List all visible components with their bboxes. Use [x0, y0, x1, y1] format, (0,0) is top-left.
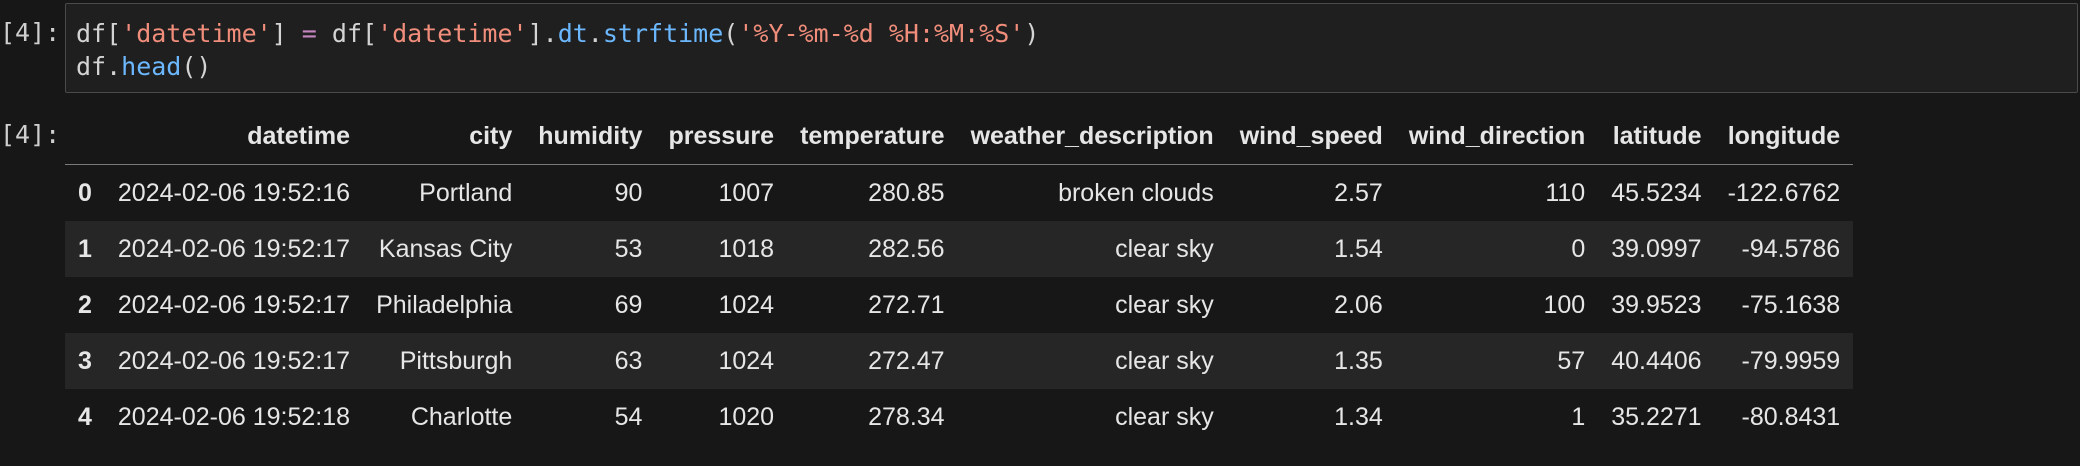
- table-row: 2 2024-02-06 19:52:17 Philadelphia 69 10…: [65, 277, 1854, 333]
- table-cell: 40.4406: [1611, 346, 1702, 375]
- table-cell: 2024-02-06 19:52:18: [117, 402, 351, 431]
- table-cell: 63: [614, 346, 643, 375]
- table-cell: 1: [1571, 402, 1586, 431]
- table-cell: clear sky: [1115, 290, 1214, 319]
- column-header: wind_speed: [1226, 108, 1396, 165]
- dataframe-table: datetime city humidity pressure temperat…: [65, 108, 1854, 445]
- column-header: temperature: [787, 108, 958, 165]
- row-index: 3: [78, 346, 92, 375]
- table-cell: 1007: [718, 178, 775, 207]
- column-header: latitude: [1598, 108, 1715, 165]
- column-header: datetime: [104, 108, 364, 165]
- cell-output: datetime city humidity pressure temperat…: [65, 108, 1854, 445]
- table-cell: 0: [1571, 234, 1586, 263]
- row-index: 4: [78, 402, 92, 431]
- table-cell: 2024-02-06 19:52:17: [117, 234, 351, 263]
- table-cell: 2024-02-06 19:52:17: [117, 346, 351, 375]
- table-cell: clear sky: [1115, 346, 1214, 375]
- column-header: longitude: [1714, 108, 1854, 165]
- input-prompt: [4]:: [0, 18, 61, 47]
- table-cell: Pittsburgh: [399, 346, 513, 375]
- table-cell: 1024: [718, 290, 775, 319]
- table-cell: Charlotte: [410, 402, 513, 431]
- table-cell: 69: [614, 290, 643, 319]
- row-index: 2: [78, 290, 92, 319]
- table-cell: 272.47: [868, 346, 945, 375]
- table-cell: 100: [1543, 290, 1586, 319]
- column-header: [65, 108, 105, 165]
- table-cell: 1.54: [1334, 234, 1383, 263]
- table-row: 4 2024-02-06 19:52:18 Charlotte 54 1020 …: [65, 389, 1854, 445]
- table-cell: -122.6762: [1727, 178, 1841, 207]
- table-cell: Philadelphia: [376, 290, 513, 319]
- column-header: city: [363, 108, 526, 165]
- table-cell: 90: [614, 178, 643, 207]
- table-cell: -75.1638: [1741, 290, 1841, 319]
- table-cell: 54: [614, 402, 643, 431]
- table-header-row: datetime city humidity pressure temperat…: [65, 108, 1854, 165]
- table-cell: 280.85: [868, 178, 945, 207]
- table-cell: 2024-02-06 19:52:16: [117, 178, 351, 207]
- row-index: 0: [78, 178, 92, 207]
- table-cell: 45.5234: [1611, 178, 1702, 207]
- column-header: weather_description: [957, 108, 1227, 165]
- table-cell: 2.57: [1334, 178, 1383, 207]
- code-line-2: df.head(): [76, 52, 212, 81]
- column-header: wind_direction: [1395, 108, 1599, 165]
- table-cell: Kansas City: [378, 234, 513, 263]
- table-row: 1 2024-02-06 19:52:17 Kansas City 53 101…: [65, 221, 1854, 277]
- output-prompt: [4]:: [0, 120, 61, 149]
- table-cell: clear sky: [1115, 234, 1214, 263]
- table-cell: 53: [614, 234, 643, 263]
- table-cell: 272.71: [868, 290, 945, 319]
- table-cell: 1.35: [1334, 346, 1383, 375]
- table-row: 0 2024-02-06 19:52:16 Portland 90 1007 2…: [65, 164, 1854, 221]
- column-header: humidity: [525, 108, 656, 165]
- table-cell: 282.56: [868, 234, 945, 263]
- table-cell: 39.0997: [1611, 234, 1702, 263]
- table-cell: 278.34: [868, 402, 945, 431]
- code-editor[interactable]: df['datetime'] = df['datetime'].dt.strft…: [65, 3, 2078, 93]
- column-header: pressure: [655, 108, 788, 165]
- table-cell: -94.5786: [1741, 234, 1841, 263]
- table-cell: -80.8431: [1741, 402, 1841, 431]
- table-cell: 1024: [718, 346, 775, 375]
- table-cell: Portland: [419, 178, 513, 207]
- table-cell: 1.34: [1334, 402, 1383, 431]
- code-line-1: df['datetime'] = df['datetime'].dt.strft…: [76, 19, 1040, 48]
- table-cell: 110: [1545, 178, 1586, 207]
- table-cell: clear sky: [1115, 402, 1214, 431]
- table-cell: 35.2271: [1611, 402, 1702, 431]
- table-cell: 2024-02-06 19:52:17: [117, 290, 351, 319]
- table-cell: 1018: [718, 234, 775, 263]
- table-cell: -79.9959: [1741, 346, 1841, 375]
- table-cell: 1020: [718, 402, 775, 431]
- table-cell: 2.06: [1334, 290, 1383, 319]
- table-row: 3 2024-02-06 19:52:17 Pittsburgh 63 1024…: [65, 333, 1854, 389]
- table-cell: 57: [1557, 346, 1586, 375]
- table-cell: 39.9523: [1611, 290, 1702, 319]
- row-index: 1: [78, 234, 92, 263]
- table-cell: broken clouds: [1058, 178, 1214, 207]
